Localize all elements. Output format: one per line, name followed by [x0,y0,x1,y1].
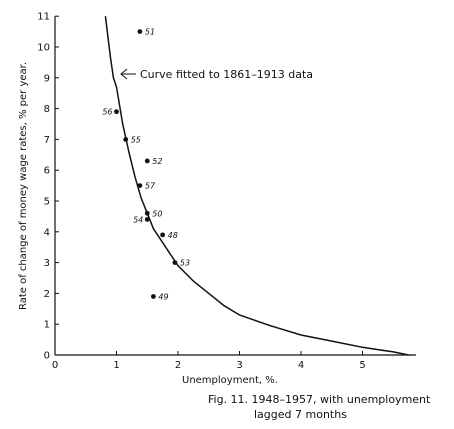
y-tick-label: 3 [44,258,50,269]
data-point-50 [144,210,150,216]
curve-layer [104,16,409,356]
data-point-52 [144,158,150,164]
data-point-49 [151,294,156,299]
x-tick-label: 3 [236,360,242,371]
data-point-53 [172,260,178,265]
data-point-48 [160,232,166,238]
point-label-56: 56 [102,108,112,117]
x-tick-label: 0 [52,360,58,371]
x-tick-label: 2 [175,360,181,371]
point-label-53: 53 [180,259,190,268]
data-point-55 [123,137,129,142]
point-label-51: 51 [145,28,155,37]
point-label-48: 48 [168,231,178,240]
y-tick-label: 9 [44,73,50,84]
annotation-arrow-head [120,68,128,80]
curve-label: Curve fitted to 1861–1913 data [140,68,313,81]
point-label-52: 52 [152,157,162,166]
caption-line-2: lagged 7 months [254,408,347,421]
y-tick-label: 5 [44,197,50,208]
y-tick-label: 4 [44,227,50,238]
x-tick-label: 5 [359,360,365,371]
y-tick-label: 6 [44,166,50,177]
data-point-54 [144,217,150,222]
y-tick-label: 0 [44,351,50,362]
caption-line-1: Fig. 11. 1948–1957, with unemployment [208,393,431,406]
point-label-49: 49 [158,292,168,301]
x-tick-label: 4 [298,360,304,371]
y-tick-label: 10 [37,43,50,54]
curve-annotation: Curve fitted to 1861–1913 data [120,68,313,81]
point-label-57: 57 [145,182,156,191]
y-tick-label: 8 [44,104,50,115]
y-tick-label: 7 [44,135,50,146]
data-point-56 [114,109,119,115]
y-tick-label: 1 [44,320,50,331]
x-tick-label: 1 [113,360,119,371]
fitted-curve [104,16,409,356]
y-tick-label: 2 [44,289,50,300]
point-label-50: 50 [152,209,162,218]
y-tick-label: 11 [37,12,50,23]
data-points: 51 56 55 52 57 50 54 48 53 49 [102,28,190,302]
data-point-57 [137,183,143,189]
x-axis-title: Unemployment, %. [182,375,278,386]
point-label-55: 55 [131,135,141,144]
point-label-54: 54 [133,215,143,224]
data-point-51 [137,29,143,34]
y-axis-title: Rate of change of money wage rates, % pe… [18,62,29,310]
